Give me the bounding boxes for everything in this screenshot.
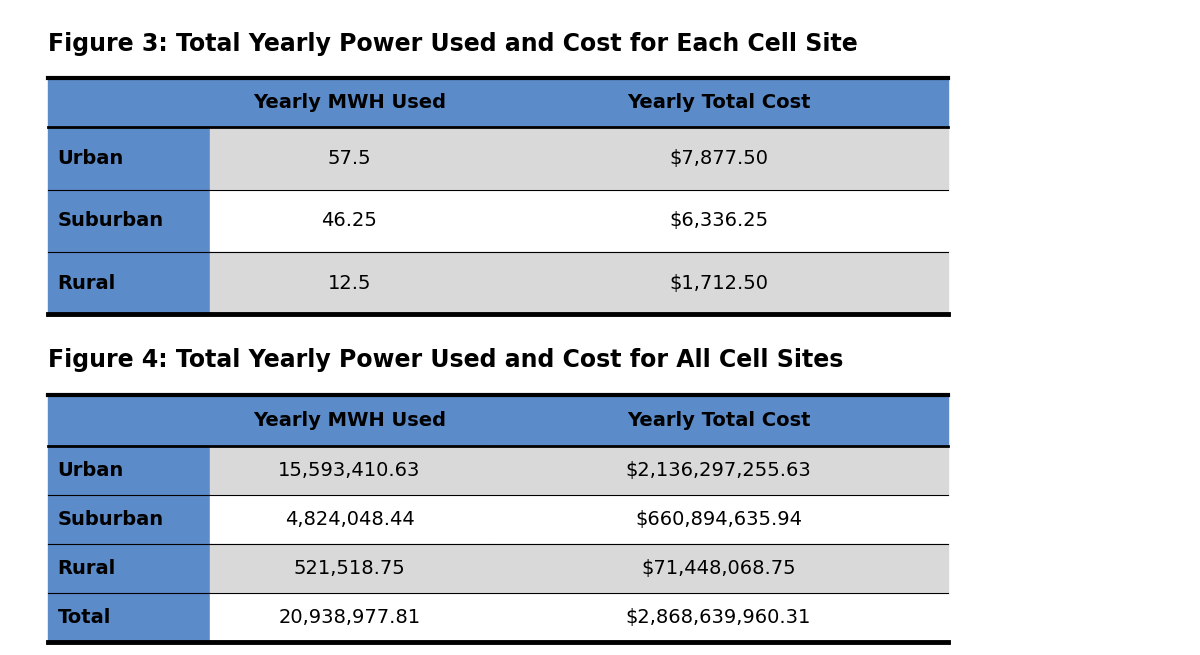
Text: Urban: Urban — [58, 149, 124, 168]
Text: $6,336.25: $6,336.25 — [668, 211, 768, 231]
Text: Suburban: Suburban — [58, 510, 163, 529]
Text: Rural: Rural — [58, 559, 116, 578]
Bar — [210, 544, 490, 593]
Bar — [48, 446, 210, 495]
Bar — [48, 593, 210, 642]
Text: Rural: Rural — [58, 274, 116, 293]
Text: Total: Total — [58, 608, 110, 627]
Text: $7,877.50: $7,877.50 — [670, 149, 768, 168]
Bar — [490, 446, 948, 495]
Text: $660,894,635.94: $660,894,635.94 — [635, 510, 802, 529]
Text: 521,518.75: 521,518.75 — [294, 559, 406, 578]
Bar — [48, 544, 210, 593]
Bar — [210, 189, 490, 252]
Text: $2,868,639,960.31: $2,868,639,960.31 — [626, 608, 811, 627]
Text: Urban: Urban — [58, 461, 124, 480]
Bar — [490, 189, 948, 252]
Text: $71,448,068.75: $71,448,068.75 — [641, 559, 796, 578]
Text: Suburban: Suburban — [58, 211, 163, 231]
Bar — [210, 127, 490, 189]
Bar — [490, 593, 948, 642]
Text: Yearly MWH Used: Yearly MWH Used — [253, 93, 446, 112]
Text: 15,593,410.63: 15,593,410.63 — [278, 461, 421, 480]
Bar — [48, 495, 210, 544]
Text: 12.5: 12.5 — [328, 274, 371, 293]
Bar — [490, 495, 948, 544]
Bar — [490, 252, 948, 314]
Text: 57.5: 57.5 — [328, 149, 371, 168]
Bar — [210, 446, 490, 495]
Bar — [48, 78, 948, 127]
Bar — [48, 395, 948, 446]
Text: Yearly Total Cost: Yearly Total Cost — [626, 93, 810, 112]
Bar — [490, 127, 948, 189]
Bar — [210, 495, 490, 544]
Text: 46.25: 46.25 — [322, 211, 378, 231]
Text: Yearly MWH Used: Yearly MWH Used — [253, 411, 446, 430]
Text: 20,938,977.81: 20,938,977.81 — [278, 608, 420, 627]
Bar — [48, 189, 210, 252]
Bar — [210, 252, 490, 314]
Text: Yearly Total Cost: Yearly Total Cost — [626, 411, 810, 430]
Text: $1,712.50: $1,712.50 — [670, 274, 768, 293]
Text: 4,824,048.44: 4,824,048.44 — [284, 510, 414, 529]
Bar — [490, 544, 948, 593]
Text: Figure 4: Total Yearly Power Used and Cost for All Cell Sites: Figure 4: Total Yearly Power Used and Co… — [48, 348, 844, 371]
Text: $2,136,297,255.63: $2,136,297,255.63 — [625, 461, 811, 480]
Bar — [48, 252, 210, 314]
Text: Figure 3: Total Yearly Power Used and Cost for Each Cell Site: Figure 3: Total Yearly Power Used and Co… — [48, 32, 858, 56]
Bar — [48, 127, 210, 189]
Bar — [210, 593, 490, 642]
